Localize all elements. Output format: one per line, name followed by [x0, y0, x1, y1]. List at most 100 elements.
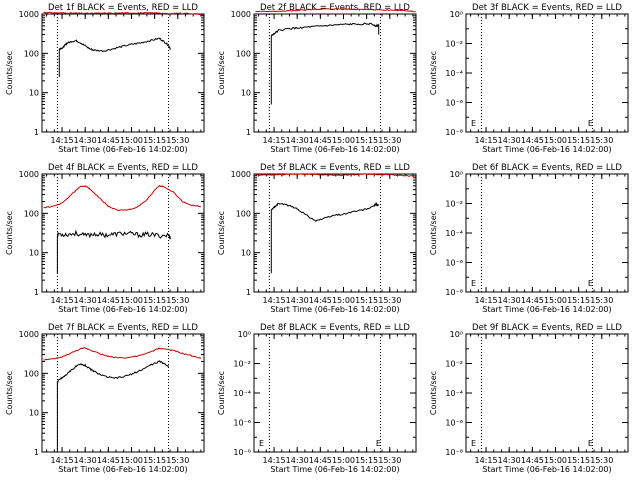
y-tick-label: 100 — [24, 369, 39, 378]
events-series-line — [56, 360, 169, 452]
detector-panel-6: Det 6f BLACK = Events, RED = LLD 10⁻⁸ 10⁻⁶… — [429, 163, 629, 314]
y-axis-label: Counts/sec — [5, 51, 14, 95]
x-tick-label: 15:15 — [355, 456, 378, 465]
detector-panel-7: Det 7f BLACK = Events, RED = LLD 1 10 100 10… — [5, 323, 205, 474]
x-tick-label: 14:30 — [74, 296, 97, 305]
x-tick-label: 15:30 — [590, 456, 613, 465]
y-tick-label: 1000 — [19, 330, 39, 339]
x-tick-label: 14:45 — [521, 136, 544, 145]
panel-title: Det 5f BLACK = Events, RED = LLD — [260, 163, 410, 173]
y-tick-label: 100 — [236, 49, 251, 58]
x-tick-label: 15:15 — [567, 136, 590, 145]
y-tick-label: 10⁰ — [450, 170, 463, 179]
x-tick-label: 15:00 — [544, 296, 567, 305]
detector-panel-2: Det 2f BLACK = Events, RED = LLD 1 10 100 10… — [217, 3, 417, 154]
y-axis-label: Counts/sec — [217, 371, 226, 415]
x-tick-label: 15:30 — [166, 296, 189, 305]
y-tick-label: 10 — [241, 249, 251, 258]
x-tick-label: 14:45 — [309, 456, 332, 465]
lld-series-line — [43, 11, 204, 16]
x-tick-label: 14:30 — [286, 456, 309, 465]
lld-series-line — [255, 173, 416, 177]
panel-title: Det 8f BLACK = Events, RED = LLD — [260, 323, 410, 333]
x-tick-label: 15:30 — [166, 136, 189, 145]
y-tick-label: 1 — [34, 448, 39, 457]
detector-panel-4: Det 4f BLACK = Events, RED = LLD 1 10 100 10… — [5, 163, 205, 314]
x-tick-label: 15:15 — [355, 136, 378, 145]
x-tick-label: 15:15 — [567, 296, 590, 305]
lld-series-line — [43, 347, 202, 361]
y-tick-label: 10 — [241, 89, 251, 98]
x-tick-label: 15:00 — [332, 296, 355, 305]
e-marker: E — [471, 279, 476, 288]
panel-title: Det 4f BLACK = Events, RED = LLD — [48, 163, 198, 173]
y-tick-label: 10⁻² — [445, 40, 463, 49]
panel-title: Det 9f BLACK = Events, RED = LLD — [472, 323, 622, 333]
plot-frame — [253, 333, 417, 453]
y-tick-label: 1000 — [231, 170, 251, 179]
plot-frame — [253, 173, 417, 293]
y-tick-label: 10⁻⁴ — [445, 229, 463, 238]
x-tick-label: 15:00 — [120, 136, 143, 145]
plot-frame — [41, 173, 205, 293]
x-tick-label: 15:30 — [378, 296, 401, 305]
panel-title: Det 6f BLACK = Events, RED = LLD — [472, 163, 622, 173]
e-marker: E — [588, 119, 593, 128]
x-axis-label: Start Time (06-Feb-16 14:02:00) — [270, 145, 399, 154]
x-tick-label: 15:30 — [590, 136, 613, 145]
y-tick-label: 100 — [24, 209, 39, 218]
x-tick-label: 15:00 — [544, 456, 567, 465]
plot-frame — [41, 13, 205, 133]
y-tick-label: 1 — [246, 288, 251, 297]
y-axis-label: Counts/sec — [429, 211, 438, 255]
x-axis-label: Start Time (06-Feb-16 14:02:00) — [482, 305, 611, 314]
y-axis-label: Counts/sec — [5, 211, 14, 255]
plot-frame — [465, 173, 629, 293]
y-tick-label: 10⁻² — [233, 360, 251, 369]
plot-frame — [465, 333, 629, 453]
detector-panel-9: Det 9f BLACK = Events, RED = LLD 10⁻⁸ 10⁻⁶… — [429, 323, 629, 474]
x-tick-label: 15:15 — [143, 296, 166, 305]
x-axis-label: Start Time (06-Feb-16 14:02:00) — [58, 145, 187, 154]
e-marker: E — [588, 279, 593, 288]
x-tick-label: 14:30 — [286, 136, 309, 145]
x-tick-label: 15:15 — [355, 296, 378, 305]
y-axis-label: Counts/sec — [5, 371, 14, 415]
e-marker: E — [471, 439, 476, 448]
x-tick-label: 14:15 — [475, 456, 498, 465]
y-tick-label: 1000 — [19, 170, 39, 179]
y-tick-label: 10⁰ — [450, 10, 463, 19]
y-tick-label: 10 — [29, 409, 39, 418]
y-tick-label: 10⁻⁸ — [445, 448, 463, 457]
x-tick-label: 14:45 — [97, 296, 120, 305]
x-tick-label: 14:45 — [97, 136, 120, 145]
y-tick-label: 100 — [236, 209, 251, 218]
x-tick-label: 14:30 — [498, 136, 521, 145]
e-marker: E — [259, 439, 264, 448]
y-axis-label: Counts/sec — [217, 51, 226, 95]
x-axis-label: Start Time (06-Feb-16 14:02:00) — [482, 145, 611, 154]
y-tick-label: 100 — [24, 49, 39, 58]
y-tick-label: 10⁻⁸ — [445, 288, 463, 297]
y-tick-label: 1 — [246, 128, 251, 137]
y-tick-label: 10⁻⁸ — [233, 448, 251, 457]
x-tick-label: 14:45 — [309, 296, 332, 305]
x-tick-label: 14:15 — [475, 136, 498, 145]
y-tick-label: 10⁻⁴ — [233, 389, 251, 398]
y-tick-label: 1 — [34, 128, 39, 137]
y-tick-label: 10⁻⁴ — [445, 69, 463, 78]
y-tick-label: 10⁻⁶ — [445, 99, 463, 108]
y-tick-label: 10⁻² — [445, 200, 463, 209]
detector-panel-8: Det 8f BLACK = Events, RED = LLD 10⁻⁸ 10⁻⁶… — [217, 323, 417, 474]
y-tick-label: 1000 — [19, 10, 39, 19]
y-axis-label: Counts/sec — [429, 371, 438, 415]
events-series-line — [56, 229, 171, 274]
x-tick-label: 14:30 — [498, 456, 521, 465]
detector-panel-3: Det 3f BLACK = Events, RED = LLD 10⁻⁸ 10⁻⁶… — [429, 3, 629, 154]
events-series-line — [270, 22, 380, 105]
x-tick-label: 14:45 — [521, 296, 544, 305]
y-tick-label: 10⁻⁶ — [445, 259, 463, 268]
y-tick-label: 1 — [34, 288, 39, 297]
x-tick-label: 14:15 — [263, 136, 286, 145]
